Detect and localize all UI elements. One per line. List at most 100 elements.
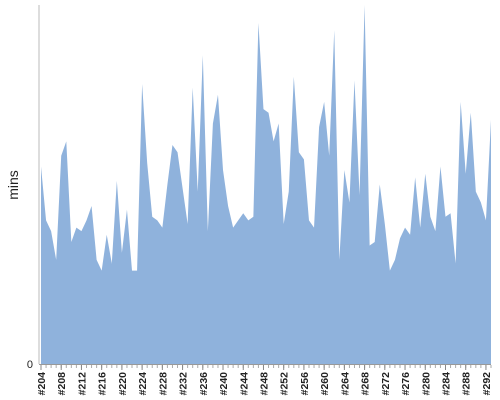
data-point-279 — [419, 227, 421, 229]
data-point-232 — [182, 187, 184, 189]
data-point-262 — [333, 29, 335, 31]
data-point-293 — [490, 119, 492, 121]
x-tick-label: #280 — [420, 372, 432, 396]
data-point-235 — [197, 191, 199, 193]
data-point-243 — [237, 219, 239, 221]
data-point-224 — [141, 83, 143, 85]
data-point-268 — [364, 4, 366, 6]
data-point-227 — [156, 219, 158, 221]
x-tick-label: #292 — [481, 372, 493, 396]
data-point-242 — [232, 227, 234, 229]
data-point-274 — [394, 259, 396, 261]
data-point-291 — [480, 201, 482, 203]
data-point-260 — [323, 101, 325, 103]
data-point-207 — [55, 259, 57, 261]
y-tick-label: 0 — [27, 359, 33, 371]
data-point-250 — [273, 140, 275, 142]
x-tick-label: #232 — [178, 372, 190, 396]
data-point-225 — [146, 162, 148, 164]
data-point-238 — [212, 122, 214, 124]
data-point-204 — [40, 166, 42, 168]
data-point-258 — [313, 227, 315, 229]
data-point-248 — [262, 108, 264, 110]
x-tick-label: #284 — [440, 372, 452, 396]
x-tick-label: #276 — [400, 372, 412, 396]
x-tick-label: #208 — [56, 372, 68, 396]
data-point-275 — [399, 237, 401, 239]
x-tick-label: #228 — [157, 372, 169, 396]
x-tick-label: #240 — [218, 372, 230, 396]
x-tick-label: #264 — [339, 372, 351, 396]
data-point-284 — [444, 216, 446, 218]
x-tick-label: #220 — [117, 372, 129, 396]
data-point-267 — [359, 194, 361, 196]
data-point-236 — [202, 54, 204, 56]
x-tick-label: #272 — [380, 372, 392, 396]
data-point-266 — [353, 79, 355, 81]
data-point-289 — [470, 112, 472, 114]
data-point-288 — [465, 173, 467, 175]
data-point-205 — [45, 219, 47, 221]
data-point-210 — [70, 241, 72, 243]
data-point-208 — [60, 155, 62, 157]
x-tick-label: #268 — [360, 372, 372, 396]
data-point-217 — [106, 234, 108, 236]
data-point-263 — [338, 259, 340, 261]
data-point-230 — [171, 144, 173, 146]
data-point-264 — [343, 169, 345, 171]
data-point-221 — [126, 209, 128, 211]
data-point-218 — [111, 262, 113, 264]
data-point-219 — [116, 180, 118, 182]
data-point-229 — [166, 184, 168, 186]
data-point-265 — [348, 201, 350, 203]
data-point-237 — [207, 230, 209, 232]
data-point-252 — [283, 223, 285, 225]
data-point-244 — [242, 212, 244, 214]
data-point-283 — [439, 166, 441, 168]
data-point-290 — [475, 191, 477, 193]
data-point-231 — [177, 151, 179, 153]
data-point-282 — [434, 230, 436, 232]
area-layer — [40, 4, 492, 364]
data-point-240 — [222, 169, 224, 171]
x-tick-label: #212 — [76, 372, 88, 396]
data-point-286 — [455, 262, 457, 264]
x-tick-layer: #204 #208 #212 #216 #220 #224 #228 #232 #236 #240… — [36, 365, 493, 395]
data-point-211 — [75, 227, 77, 229]
x-tick-label: #216 — [97, 372, 109, 396]
data-point-287 — [460, 101, 462, 103]
data-point-278 — [414, 176, 416, 178]
data-point-273 — [389, 270, 391, 272]
data-point-247 — [257, 22, 259, 24]
x-tick-label: #224 — [137, 372, 149, 396]
data-point-241 — [227, 205, 229, 207]
data-point-271 — [379, 184, 381, 186]
data-point-206 — [50, 230, 52, 232]
data-point-239 — [217, 94, 219, 96]
data-point-249 — [268, 112, 270, 114]
data-point-255 — [298, 151, 300, 153]
area-series — [41, 5, 491, 364]
x-tick-label: #248 — [258, 372, 270, 396]
data-point-285 — [450, 212, 452, 214]
data-point-254 — [293, 76, 295, 78]
x-tick-label: #288 — [461, 372, 473, 396]
data-point-213 — [86, 219, 88, 221]
data-point-246 — [252, 216, 254, 218]
data-point-214 — [91, 205, 93, 207]
y-tick-layer: 0 — [27, 359, 33, 371]
data-point-259 — [318, 126, 320, 128]
x-tick-label: #236 — [198, 372, 210, 396]
data-point-277 — [409, 234, 411, 236]
data-point-280 — [424, 173, 426, 175]
data-point-226 — [151, 216, 153, 218]
data-point-209 — [65, 140, 67, 142]
data-point-233 — [187, 223, 189, 225]
data-point-269 — [369, 245, 371, 247]
data-point-272 — [384, 223, 386, 225]
data-point-216 — [101, 270, 103, 272]
data-point-234 — [192, 87, 194, 89]
data-point-212 — [80, 230, 82, 232]
